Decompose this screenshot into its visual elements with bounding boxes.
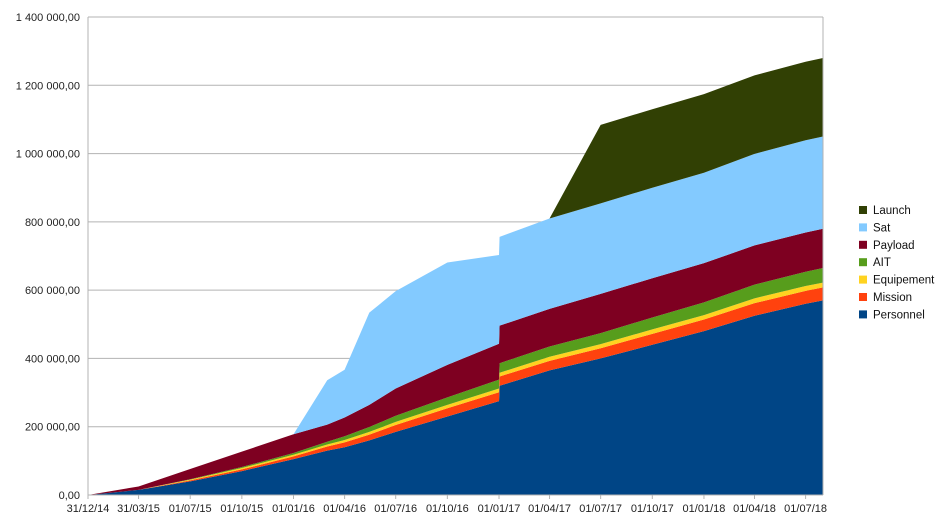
legend-label-personnel: Personnel [873, 309, 925, 321]
legend-swatch-ait [859, 258, 867, 267]
x-tick-label: 01/07/17 [579, 503, 622, 515]
x-tick-label: 31/12/14 [67, 503, 110, 515]
legend-swatch-launch [859, 206, 867, 214]
series-area-payload [88, 228, 823, 495]
legend: Launch Sat Payload AIT Equipement Mission Pers… [859, 205, 935, 321]
x-tick-label: 01/01/17 [478, 503, 521, 515]
x-tick-label: 01/04/16 [323, 503, 366, 515]
series-area-sat [88, 136, 823, 495]
series-area-mission [88, 287, 823, 495]
y-tick-label: 600 000,00 [25, 285, 80, 297]
x-tick-labels: 31/12/14 31/03/15 01/07/15 01/10/15 01/01/16… [67, 503, 827, 515]
y-tick-label: 400 000,00 [25, 353, 80, 365]
legend-swatch-mission [859, 293, 867, 301]
legend-swatch-sat [859, 223, 867, 232]
y-tick-label: 1 200 000,00 [16, 80, 80, 92]
y-tick-label: 200 000,00 [25, 422, 80, 434]
x-tick-label: 01/10/17 [631, 503, 674, 515]
x-tick-label: 31/03/15 [117, 503, 160, 515]
legend-swatch-payload [859, 240, 867, 249]
legend-label-launch: Launch [873, 205, 911, 217]
legend-swatch-personnel [859, 310, 867, 319]
x-tick-label: 01/07/16 [374, 503, 417, 515]
axes [87, 17, 824, 499]
legend-label-mission: Mission [873, 292, 912, 304]
x-tick-label: 01/04/18 [733, 503, 776, 515]
x-tick-label: 01/10/16 [426, 503, 469, 515]
series-area-ait [88, 267, 823, 495]
legend-swatch-equipement [859, 275, 867, 284]
x-tick-label: 01/01/18 [683, 503, 726, 515]
y-tick-label: 0,00 [59, 490, 80, 502]
legend-label-sat: Sat [873, 222, 891, 234]
x-tick-label: 01/10/15 [220, 503, 263, 515]
y-tick-label: 1 000 000,00 [16, 149, 80, 161]
y-tick-label: 1 400 000,00 [16, 12, 80, 24]
x-tick-label: 01/04/17 [528, 503, 571, 515]
y-tick-labels: 0,00 200 000,00 400 000,00 600 000,00 800 00… [16, 12, 80, 502]
series-area-personnel [88, 300, 823, 495]
x-tick-label: 01/01/16 [272, 503, 315, 515]
x-tick-label: 01/07/15 [169, 503, 212, 515]
series-area-equipement [88, 282, 823, 495]
legend-label-equipement: Equipement [873, 275, 935, 287]
x-tick-label: 01/07/18 [784, 503, 827, 515]
series-area-launch [88, 57, 823, 495]
legend-label-payload: Payload [873, 240, 915, 252]
series-areas [88, 57, 823, 495]
legend-label-ait: AIT [873, 257, 891, 269]
y-tick-label: 800 000,00 [25, 217, 80, 229]
